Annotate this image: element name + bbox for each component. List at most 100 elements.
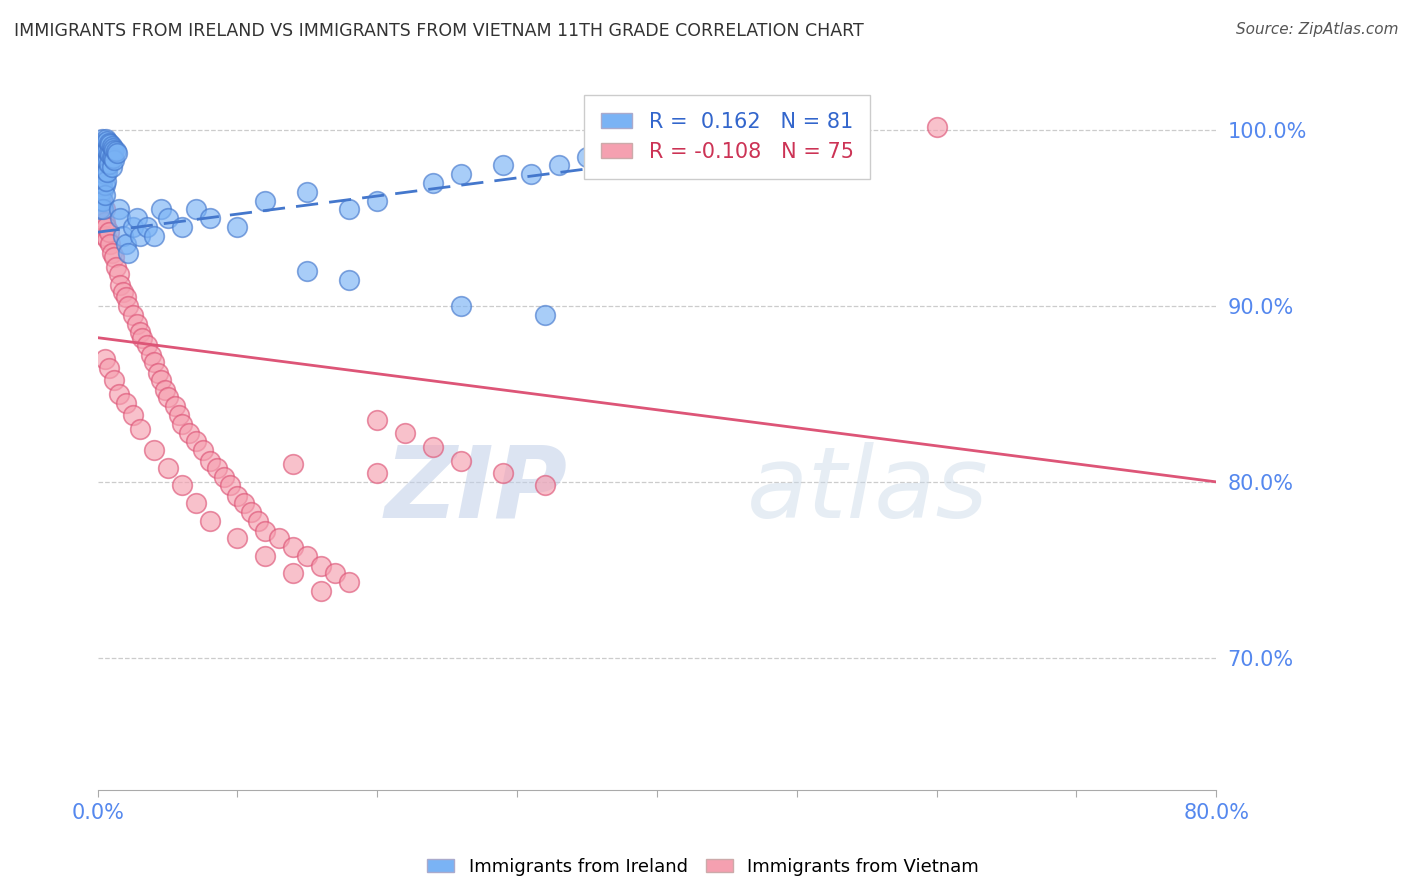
Point: [283, 540, 305, 554]
Point: [89, 176, 111, 190]
Point: [125, 317, 148, 331]
Point: [114, 290, 136, 304]
Text: atlas: atlas: [747, 442, 988, 539]
Point: [226, 489, 249, 503]
Point: [212, 469, 235, 483]
Point: [100, 160, 122, 174]
Point: [366, 194, 388, 208]
Point: [135, 337, 157, 351]
Point: [184, 202, 207, 217]
Point: [121, 308, 143, 322]
Point: [153, 384, 176, 398]
Point: [94, 174, 117, 188]
Text: IMMIGRANTS FROM IRELAND VS IMMIGRANTS FROM VIETNAM 11TH GRADE CORRELATION CHART: IMMIGRANTS FROM IRELAND VS IMMIGRANTS FR…: [14, 22, 863, 40]
Point: [114, 237, 136, 252]
Point: [170, 417, 193, 431]
Point: [90, 154, 112, 169]
Point: [534, 308, 557, 322]
Point: [94, 163, 117, 178]
Point: [283, 566, 305, 581]
Point: [93, 188, 115, 202]
Point: [96, 145, 118, 159]
Legend: R =  0.162   N = 81, R = -0.108   N = 75: R = 0.162 N = 81, R = -0.108 N = 75: [583, 95, 870, 178]
Point: [247, 514, 270, 528]
Point: [105, 146, 128, 161]
Point: [117, 246, 139, 260]
Point: [149, 373, 172, 387]
Point: [103, 250, 125, 264]
Point: [142, 443, 165, 458]
Point: [422, 176, 444, 190]
Point: [94, 132, 117, 146]
Point: [90, 194, 112, 208]
Point: [219, 478, 242, 492]
Point: [103, 373, 125, 387]
Point: [198, 211, 221, 226]
Point: [450, 167, 472, 181]
Point: [96, 165, 118, 179]
Point: [98, 137, 121, 152]
Point: [103, 143, 125, 157]
Point: [450, 299, 472, 313]
Point: [107, 202, 129, 217]
Point: [135, 219, 157, 234]
Point: [184, 434, 207, 449]
Point: [254, 549, 277, 563]
Point: [91, 183, 114, 197]
Point: [167, 408, 190, 422]
Point: [89, 194, 111, 208]
Point: [89, 185, 111, 199]
Point: [170, 219, 193, 234]
Text: ZIP: ZIP: [384, 442, 568, 539]
Point: [548, 158, 571, 172]
Point: [96, 232, 118, 246]
Point: [89, 167, 111, 181]
Point: [93, 136, 115, 150]
Point: [121, 219, 143, 234]
Point: [89, 202, 111, 217]
Point: [87, 141, 110, 155]
Point: [128, 326, 150, 340]
Point: [97, 225, 120, 239]
Point: [93, 178, 115, 192]
Point: [534, 478, 557, 492]
Point: [184, 496, 207, 510]
Point: [366, 413, 388, 427]
Point: [121, 408, 143, 422]
Legend: Immigrants from Ireland, Immigrants from Vietnam: Immigrants from Ireland, Immigrants from…: [420, 851, 986, 883]
Point: [107, 387, 129, 401]
Point: [131, 331, 153, 345]
Point: [226, 219, 249, 234]
Point: [283, 458, 305, 472]
Point: [90, 132, 112, 146]
Point: [337, 575, 360, 590]
Point: [91, 150, 114, 164]
Point: [93, 351, 115, 366]
Point: [98, 148, 121, 162]
Point: [297, 185, 319, 199]
Point: [100, 139, 122, 153]
Point: [156, 460, 179, 475]
Point: [93, 154, 115, 169]
Point: [108, 211, 131, 226]
Point: [297, 549, 319, 563]
Point: [191, 443, 214, 458]
Point: [156, 211, 179, 226]
Point: [311, 559, 333, 574]
Point: [90, 137, 112, 152]
Point: [128, 228, 150, 243]
Point: [90, 202, 112, 217]
Point: [91, 194, 114, 208]
Point: [254, 524, 277, 538]
Point: [492, 158, 515, 172]
Point: [96, 134, 118, 148]
Point: [90, 172, 112, 186]
Point: [163, 399, 186, 413]
Point: [93, 167, 115, 181]
Point: [97, 136, 120, 150]
Point: [198, 454, 221, 468]
Point: [205, 460, 228, 475]
Point: [91, 211, 114, 226]
Point: [925, 120, 948, 134]
Point: [297, 264, 319, 278]
